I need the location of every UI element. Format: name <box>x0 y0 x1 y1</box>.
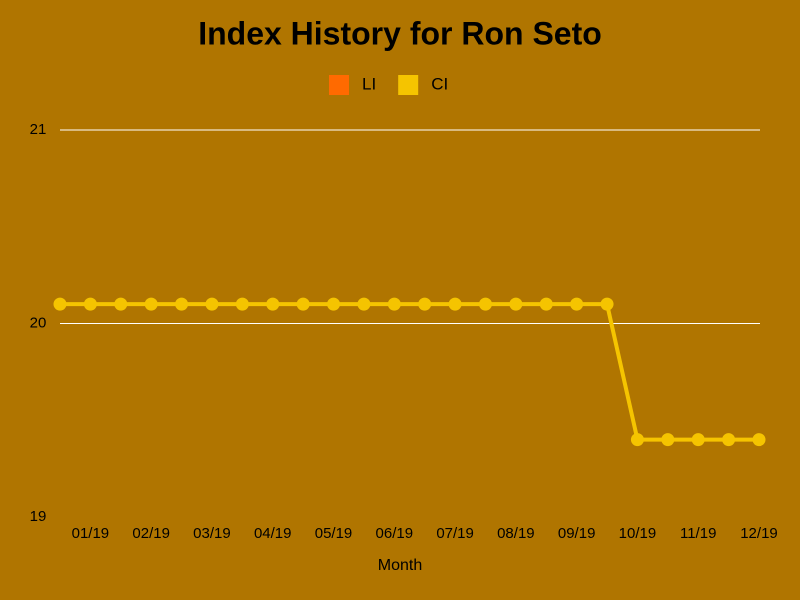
chart-title: Index History for Ron Seto <box>198 15 602 51</box>
x-tick-label: 12/19 <box>740 525 778 542</box>
y-tick-label: 20 <box>30 314 47 331</box>
data-point <box>296 297 310 311</box>
x-tick-label: 08/19 <box>497 525 535 542</box>
legend-swatch <box>398 75 419 95</box>
data-point <box>661 433 675 447</box>
data-point <box>114 297 128 311</box>
x-tick-label: 10/19 <box>619 525 657 542</box>
data-point <box>266 297 280 311</box>
data-point <box>752 433 766 447</box>
data-point <box>53 297 67 311</box>
legend-label: CI <box>431 74 448 93</box>
data-point <box>509 297 523 311</box>
data-point <box>235 297 249 311</box>
data-point <box>387 297 401 311</box>
x-tick-label: 03/19 <box>193 525 231 542</box>
data-point <box>175 297 189 311</box>
x-tick-label: 04/19 <box>254 525 292 542</box>
x-tick-label: 01/19 <box>72 525 110 542</box>
data-point <box>205 297 219 311</box>
x-tick-label: 07/19 <box>436 525 474 542</box>
data-point <box>83 297 97 311</box>
data-point <box>327 297 341 311</box>
data-point <box>144 297 158 311</box>
data-point <box>357 297 371 311</box>
y-tick-label: 19 <box>30 508 47 525</box>
legend-label: LI <box>362 74 376 93</box>
data-point <box>570 297 584 311</box>
x-tick-label: 11/19 <box>680 525 716 542</box>
x-tick-label: 09/19 <box>558 525 596 542</box>
x-axis-label: Month <box>378 557 422 574</box>
data-point <box>722 433 736 447</box>
x-tick-label: 06/19 <box>376 525 414 542</box>
data-point <box>478 297 492 311</box>
data-point <box>539 297 553 311</box>
legend-swatch <box>329 75 349 95</box>
data-point <box>691 433 705 447</box>
data-point <box>630 433 644 447</box>
data-point <box>600 297 614 311</box>
data-point <box>418 297 432 311</box>
x-tick-label: 02/19 <box>132 525 170 542</box>
y-tick-label: 21 <box>30 121 47 138</box>
data-point <box>448 297 462 311</box>
x-tick-label: 05/19 <box>315 525 353 542</box>
